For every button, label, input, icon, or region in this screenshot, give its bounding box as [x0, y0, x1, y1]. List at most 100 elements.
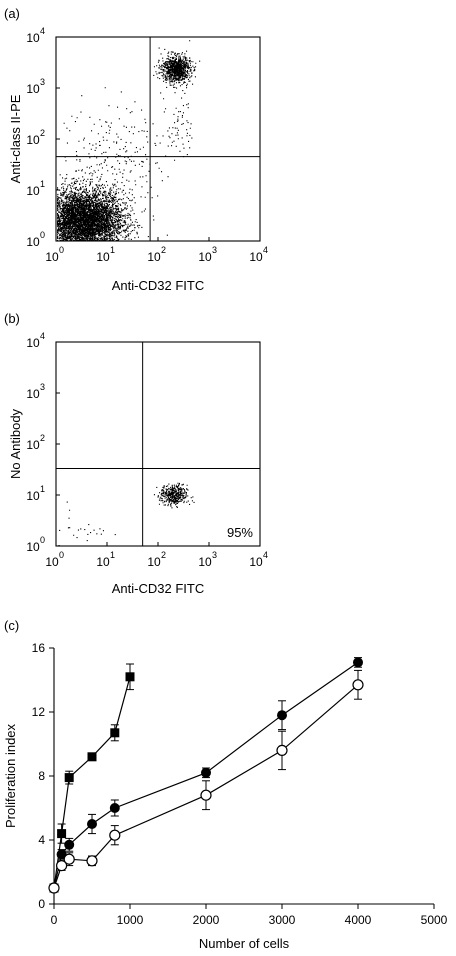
x-tick-label: 10 [249, 250, 263, 264]
x-tick-exponent: 3 [212, 245, 217, 255]
x-tick-label: 10 [45, 555, 59, 569]
data-point [63, 853, 75, 865]
data-point [48, 882, 60, 894]
y-tick-exponent: 0 [40, 535, 45, 545]
data-point [277, 710, 287, 721]
data-point [110, 728, 120, 738]
data-point [64, 773, 74, 783]
x-tick-label: 10 [147, 250, 161, 264]
series-layer [48, 657, 364, 894]
x-axis-ticks: 0 1000 2000 3000 4000 5000 [51, 904, 448, 927]
x-axis-ticks: 10 0 10 1 10 2 10 3 10 4 [45, 542, 268, 569]
y-tick-exponent: 4 [40, 331, 45, 341]
x-tick-label: 1000 [117, 913, 144, 927]
plot-frame [55, 341, 261, 547]
x-tick-exponent: 2 [161, 245, 166, 255]
y-tick-label: 16 [32, 641, 46, 655]
x-tick-label: 10 [198, 250, 212, 264]
y-tick-label: 10 [26, 387, 40, 401]
data-point [353, 657, 363, 668]
y-tick-exponent: 3 [40, 77, 45, 87]
data-point [276, 744, 288, 757]
y-tick-label: 10 [26, 133, 40, 147]
data-point [57, 829, 67, 839]
x-axis-ticks: 10 0 10 1 10 2 10 3 10 4 [45, 237, 268, 264]
y-tick-exponent: 1 [40, 484, 45, 494]
y-axis-label: No Antibody [8, 408, 23, 479]
data-point [87, 752, 97, 762]
x-tick-label: 10 [96, 250, 110, 264]
x-tick-exponent: 0 [59, 550, 64, 560]
x-axis-label: Number of cells [199, 936, 290, 951]
data-point [55, 859, 68, 872]
data-point [200, 789, 212, 801]
panel-label: (b) [4, 311, 20, 326]
y-tick-label: 12 [32, 705, 46, 719]
y-tick-label: 10 [26, 82, 40, 96]
plot-frame [55, 36, 261, 242]
series-circle-filled [49, 657, 363, 893]
y-tick-exponent: 2 [40, 128, 45, 138]
x-tick-exponent: 0 [59, 245, 64, 255]
x-tick-label: 10 [198, 555, 212, 569]
data-point [109, 829, 121, 841]
y-tick-label: 8 [38, 769, 45, 783]
data-point [64, 839, 75, 850]
panel-label: (a) [4, 6, 20, 21]
y-tick-label: 10 [26, 540, 40, 554]
y-tick-label: 10 [26, 489, 40, 503]
x-tick-exponent: 1 [110, 245, 115, 255]
panel-c: (c) 0 1000 2000 3000 4000 5000 0 4 8 12 16 Number… [3, 618, 448, 951]
event-dots [57, 40, 201, 242]
panel-label: (c) [4, 618, 19, 633]
event-dot-cloud [57, 40, 201, 242]
y-tick-label: 10 [26, 31, 40, 45]
data-point [352, 679, 364, 691]
x-tick-label: 2000 [193, 913, 220, 927]
y-tick-exponent: 1 [40, 179, 45, 189]
event-dots [58, 482, 195, 547]
y-tick-exponent: 0 [40, 230, 45, 240]
y-tick-label: 10 [26, 336, 40, 350]
y-tick-label: 0 [38, 897, 45, 911]
x-tick-label: 5000 [421, 913, 448, 927]
x-axis-label: Anti-CD32 FITC [112, 278, 204, 293]
data-point [87, 819, 97, 829]
x-tick-exponent: 4 [263, 550, 268, 560]
x-tick-label: 10 [45, 250, 59, 264]
x-tick-exponent: 3 [212, 550, 217, 560]
y-tick-label: 10 [26, 184, 40, 198]
event-dot-cloud [58, 482, 195, 547]
data-point [201, 767, 211, 778]
x-tick-label: 4000 [345, 913, 372, 927]
y-axis-label: Proliferation index [3, 723, 18, 828]
data-point [109, 803, 120, 813]
x-tick-exponent: 4 [263, 245, 268, 255]
y-tick-label: 10 [26, 438, 40, 452]
x-axis-label: Anti-CD32 FITC [112, 581, 204, 596]
y-tick-exponent: 3 [40, 382, 45, 392]
x-tick-label: 10 [96, 555, 110, 569]
x-tick-label: 0 [51, 913, 58, 927]
data-point [125, 672, 135, 682]
y-tick-exponent: 2 [40, 433, 45, 443]
y-tick-label: 4 [38, 833, 45, 847]
x-tick-exponent: 2 [161, 550, 166, 560]
y-axis-label: Anti-class II-PE [8, 94, 23, 183]
series-line [53, 676, 131, 889]
x-tick-label: 3000 [269, 913, 296, 927]
y-tick-exponent: 4 [40, 26, 45, 36]
x-tick-label: 10 [147, 555, 161, 569]
quadrant-percentage: 95% [227, 525, 253, 540]
y-tick-label: 10 [26, 235, 40, 249]
x-tick-label: 10 [249, 555, 263, 569]
x-tick-exponent: 1 [110, 550, 115, 560]
y-axis-ticks: 0 4 8 12 16 [32, 641, 54, 911]
series-circle-open [48, 669, 364, 894]
data-point [86, 855, 98, 867]
